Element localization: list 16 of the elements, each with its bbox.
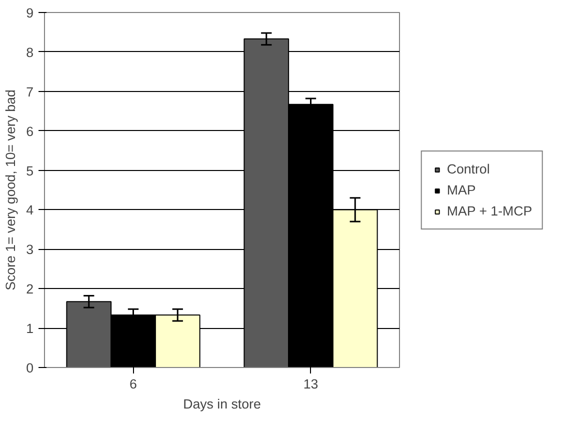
legend-label: MAP + 1-MCP — [446, 204, 532, 218]
y-tick-label: 2 — [26, 282, 34, 297]
legend-label: Control — [446, 162, 490, 176]
x-tick-label: 13 — [303, 376, 318, 392]
y-tick-label: 7 — [26, 84, 34, 100]
y-tick-label: 9 — [26, 6, 34, 20]
y-tick-label: 1 — [26, 321, 34, 336]
y-tick-label: 3 — [26, 242, 34, 258]
y-tick-label: 6 — [26, 124, 34, 139]
x-axis-title: Days in store — [183, 396, 261, 412]
y-tick-label: 4 — [26, 202, 34, 218]
y-tick-label: 8 — [26, 44, 34, 60]
y-tick-label: 0 — [26, 360, 34, 376]
y-tick-label: 5 — [26, 163, 34, 178]
y-axis-title: Score 1= very good, 10= very bad — [3, 90, 18, 290]
legend-label: MAP — [446, 182, 476, 198]
